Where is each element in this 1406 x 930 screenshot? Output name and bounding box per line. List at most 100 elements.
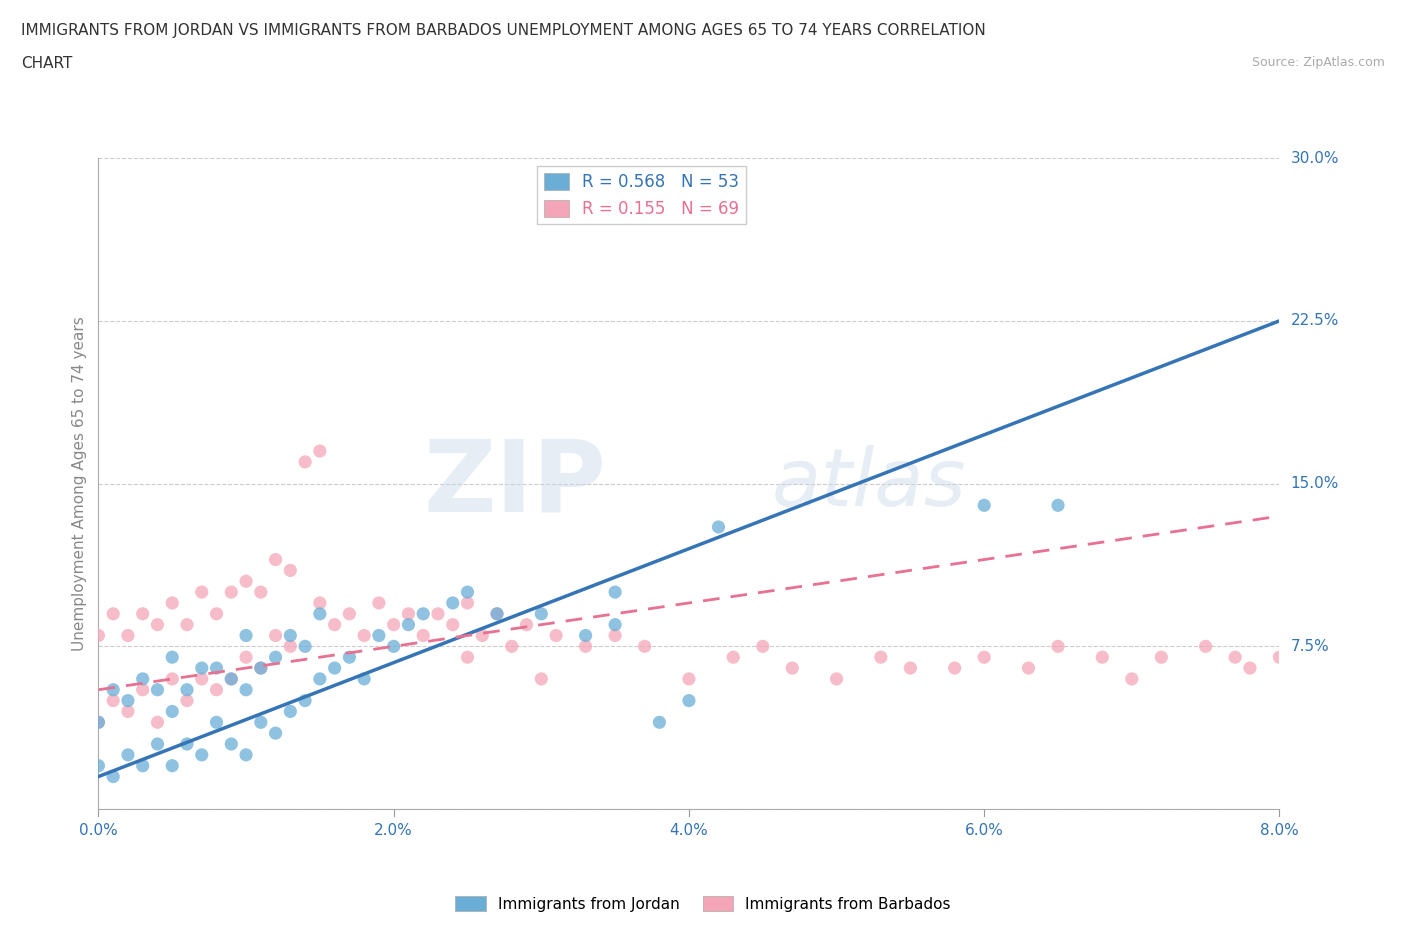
Point	[412, 606, 434, 621]
Point	[132, 671, 155, 686]
Point	[471, 628, 494, 643]
Point	[574, 628, 596, 643]
Point	[250, 715, 273, 730]
Point	[353, 671, 375, 686]
Point	[382, 639, 405, 654]
Point	[162, 671, 183, 686]
Text: 4.0%: 4.0%	[669, 823, 709, 838]
Point	[605, 628, 627, 643]
Point	[87, 715, 110, 730]
Text: Source: ZipAtlas.com: Source: ZipAtlas.com	[1251, 56, 1385, 69]
Point	[751, 639, 773, 654]
Point	[825, 671, 848, 686]
Point	[205, 715, 228, 730]
Point	[412, 628, 434, 643]
Point	[294, 693, 316, 708]
Point	[721, 650, 744, 665]
Point	[132, 758, 155, 773]
Point	[117, 628, 139, 643]
Point	[219, 671, 242, 686]
Point	[146, 683, 169, 698]
Point	[367, 595, 389, 610]
Point	[176, 683, 198, 698]
Point	[235, 748, 257, 763]
Text: 22.5%: 22.5%	[1291, 313, 1339, 328]
Point	[264, 552, 287, 567]
Point	[943, 660, 966, 675]
Text: 0.0%: 0.0%	[79, 823, 118, 838]
Point	[205, 660, 228, 675]
Text: IMMIGRANTS FROM JORDAN VS IMMIGRANTS FROM BARBADOS UNEMPLOYMENT AMONG AGES 65 TO: IMMIGRANTS FROM JORDAN VS IMMIGRANTS FRO…	[21, 23, 986, 38]
Legend: Immigrants from Jordan, Immigrants from Barbados: Immigrants from Jordan, Immigrants from …	[449, 889, 957, 918]
Point	[103, 693, 124, 708]
Text: 8.0%: 8.0%	[1260, 823, 1299, 838]
Point	[382, 618, 405, 632]
Point	[278, 704, 301, 719]
Point	[162, 758, 183, 773]
Point	[117, 748, 139, 763]
Point	[176, 693, 198, 708]
Point	[426, 606, 449, 621]
Point	[250, 585, 273, 600]
Point	[87, 758, 110, 773]
Point	[264, 628, 287, 643]
Text: ZIP: ZIP	[423, 435, 606, 532]
Point	[191, 660, 214, 675]
Point	[308, 606, 332, 621]
Point	[235, 574, 257, 589]
Point	[530, 606, 553, 621]
Point	[308, 595, 332, 610]
Point	[396, 606, 419, 621]
Point	[337, 650, 360, 665]
Point	[308, 444, 332, 458]
Point	[337, 606, 360, 621]
Point	[308, 671, 332, 686]
Point	[132, 606, 155, 621]
Point	[219, 737, 242, 751]
Text: 30.0%: 30.0%	[1291, 151, 1339, 166]
Point	[250, 660, 273, 675]
Legend: R = 0.568   N = 53, R = 0.155   N = 69: R = 0.568 N = 53, R = 0.155 N = 69	[537, 166, 747, 224]
Point	[973, 498, 995, 512]
Point	[146, 715, 169, 730]
Point	[323, 618, 346, 632]
Point	[176, 737, 198, 751]
Point	[146, 737, 169, 751]
Point	[219, 585, 242, 600]
Point	[294, 455, 316, 470]
Point	[132, 683, 155, 698]
Point	[530, 671, 553, 686]
Point	[485, 606, 508, 621]
Point	[235, 683, 257, 698]
Text: 6.0%: 6.0%	[965, 823, 1004, 838]
Point	[574, 639, 596, 654]
Point	[605, 618, 627, 632]
Point	[441, 595, 464, 610]
Text: CHART: CHART	[21, 56, 73, 71]
Point	[1017, 660, 1039, 675]
Point	[235, 650, 257, 665]
Point	[205, 606, 228, 621]
Point	[1268, 650, 1291, 665]
Point	[1046, 498, 1069, 512]
Point	[782, 660, 804, 675]
Point	[278, 563, 301, 578]
Point	[264, 725, 287, 740]
Text: 7.5%: 7.5%	[1291, 639, 1329, 654]
Point	[456, 585, 478, 600]
Point	[396, 618, 419, 632]
Point	[191, 585, 214, 600]
Point	[707, 520, 730, 535]
Point	[191, 671, 214, 686]
Text: atlas: atlas	[772, 445, 966, 523]
Point	[294, 639, 316, 654]
Point	[250, 660, 273, 675]
Point	[678, 693, 700, 708]
Point	[323, 660, 346, 675]
Point	[191, 748, 214, 763]
Point	[205, 683, 228, 698]
Point	[501, 639, 523, 654]
Point	[456, 595, 478, 610]
Text: 2.0%: 2.0%	[374, 823, 413, 838]
Point	[515, 618, 537, 632]
